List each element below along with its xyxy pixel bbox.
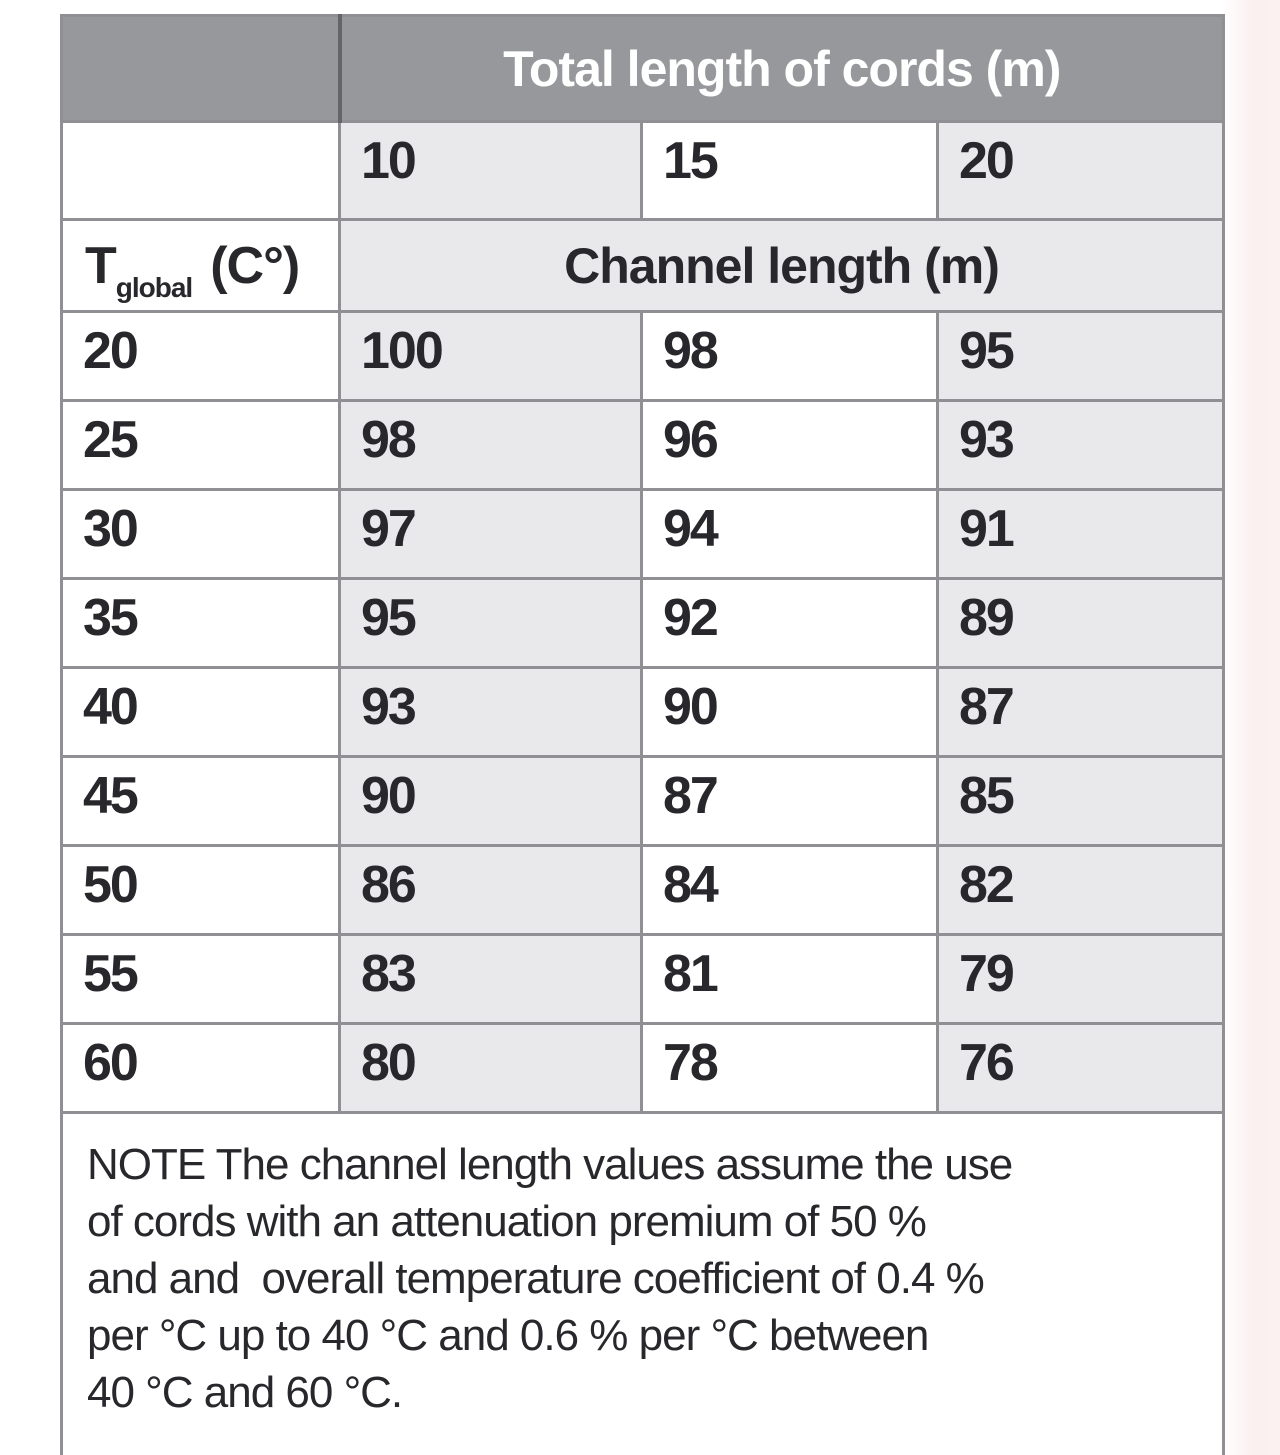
cord-lengths-row: 10 15 20 [60,120,1225,221]
value-cell: 86 [338,844,643,936]
value-cell: 89 [936,577,1225,669]
channel-header-row: Tglobal (C°) Channel length (m) [60,218,1225,313]
value-cell: 81 [640,933,939,1025]
value-cell: 92 [640,577,939,669]
note-text-line: NOTE The channel length values assume th… [87,1140,1013,1189]
t-subscript: global [115,271,193,303]
value-cell: 95 [936,310,1225,402]
table-row: 60 80 78 76 [60,1022,1225,1114]
value-cell: 80 [338,1022,643,1114]
channel-length-table: Total length of cords (m) 10 15 20 Tglob… [60,14,1225,1455]
value-cell: 96 [640,399,939,491]
value-cell: 98 [640,310,939,402]
table-header-row: Total length of cords (m) [60,14,1225,123]
value-cell: 76 [936,1022,1225,1114]
channel-length-header: Channel length (m) [338,218,1225,313]
note-text-line: per °C up to 40 °C and 0.6 % per °C betw… [87,1311,929,1360]
temp-cell: 40 [60,666,341,758]
table-row: 30 97 94 91 [60,488,1225,580]
value-cell: 93 [936,399,1225,491]
table-title: Total length of cords (m) [338,14,1225,123]
cord-length-20: 20 [936,120,1225,221]
table-row: 55 83 81 79 [60,933,1225,1025]
cord-length-10: 10 [338,120,643,221]
value-cell: 83 [338,933,643,1025]
note-text-line: 40 °C and 60 °C. [87,1368,403,1417]
value-cell: 90 [640,666,939,758]
value-cell: 100 [338,310,643,402]
temp-cell: 60 [60,1022,341,1114]
value-cell: 93 [338,666,643,758]
value-cell: 85 [936,755,1225,847]
temp-cell: 55 [60,933,341,1025]
value-cell: 94 [640,488,939,580]
value-cell: 95 [338,577,643,669]
value-cell: 84 [640,844,939,936]
value-cell: 91 [936,488,1225,580]
value-cell: 87 [936,666,1225,758]
value-cell: 98 [338,399,643,491]
table-corner-cell [60,14,342,123]
value-cell: 90 [338,755,643,847]
value-cell: 87 [640,755,939,847]
temperature-column-header: Tglobal (C°) [60,218,341,313]
table-row: 20 100 98 95 [60,310,1225,402]
page-right-margin [1222,0,1280,1455]
t-symbol: T [85,236,117,295]
temp-cell: 35 [60,577,341,669]
table-row: 40 93 90 87 [60,666,1225,758]
temp-cell: 20 [60,310,341,402]
table-note-row: NOTE The channel length values assume th… [60,1111,1225,1455]
temp-cell: 25 [60,399,341,491]
value-cell: 82 [936,844,1225,936]
cord-length-15: 15 [640,120,939,221]
note-cell: NOTE The channel length values assume th… [60,1111,1225,1455]
temp-cell: 30 [60,488,341,580]
value-cell: 78 [640,1022,939,1114]
temp-cell: 50 [60,844,341,936]
temp-cell: 45 [60,755,341,847]
table-row: 25 98 96 93 [60,399,1225,491]
note-text-line: and and overall temperature coefficient … [87,1254,985,1303]
table-row: 50 86 84 82 [60,844,1225,936]
empty-cell [60,120,341,221]
table-row: 45 90 87 85 [60,755,1225,847]
table-row: 35 95 92 89 [60,577,1225,669]
note-text-line: of cords with an attenuation premium of … [87,1197,927,1246]
t-unit: (C°) [210,236,300,295]
value-cell: 79 [936,933,1225,1025]
value-cell: 97 [338,488,643,580]
